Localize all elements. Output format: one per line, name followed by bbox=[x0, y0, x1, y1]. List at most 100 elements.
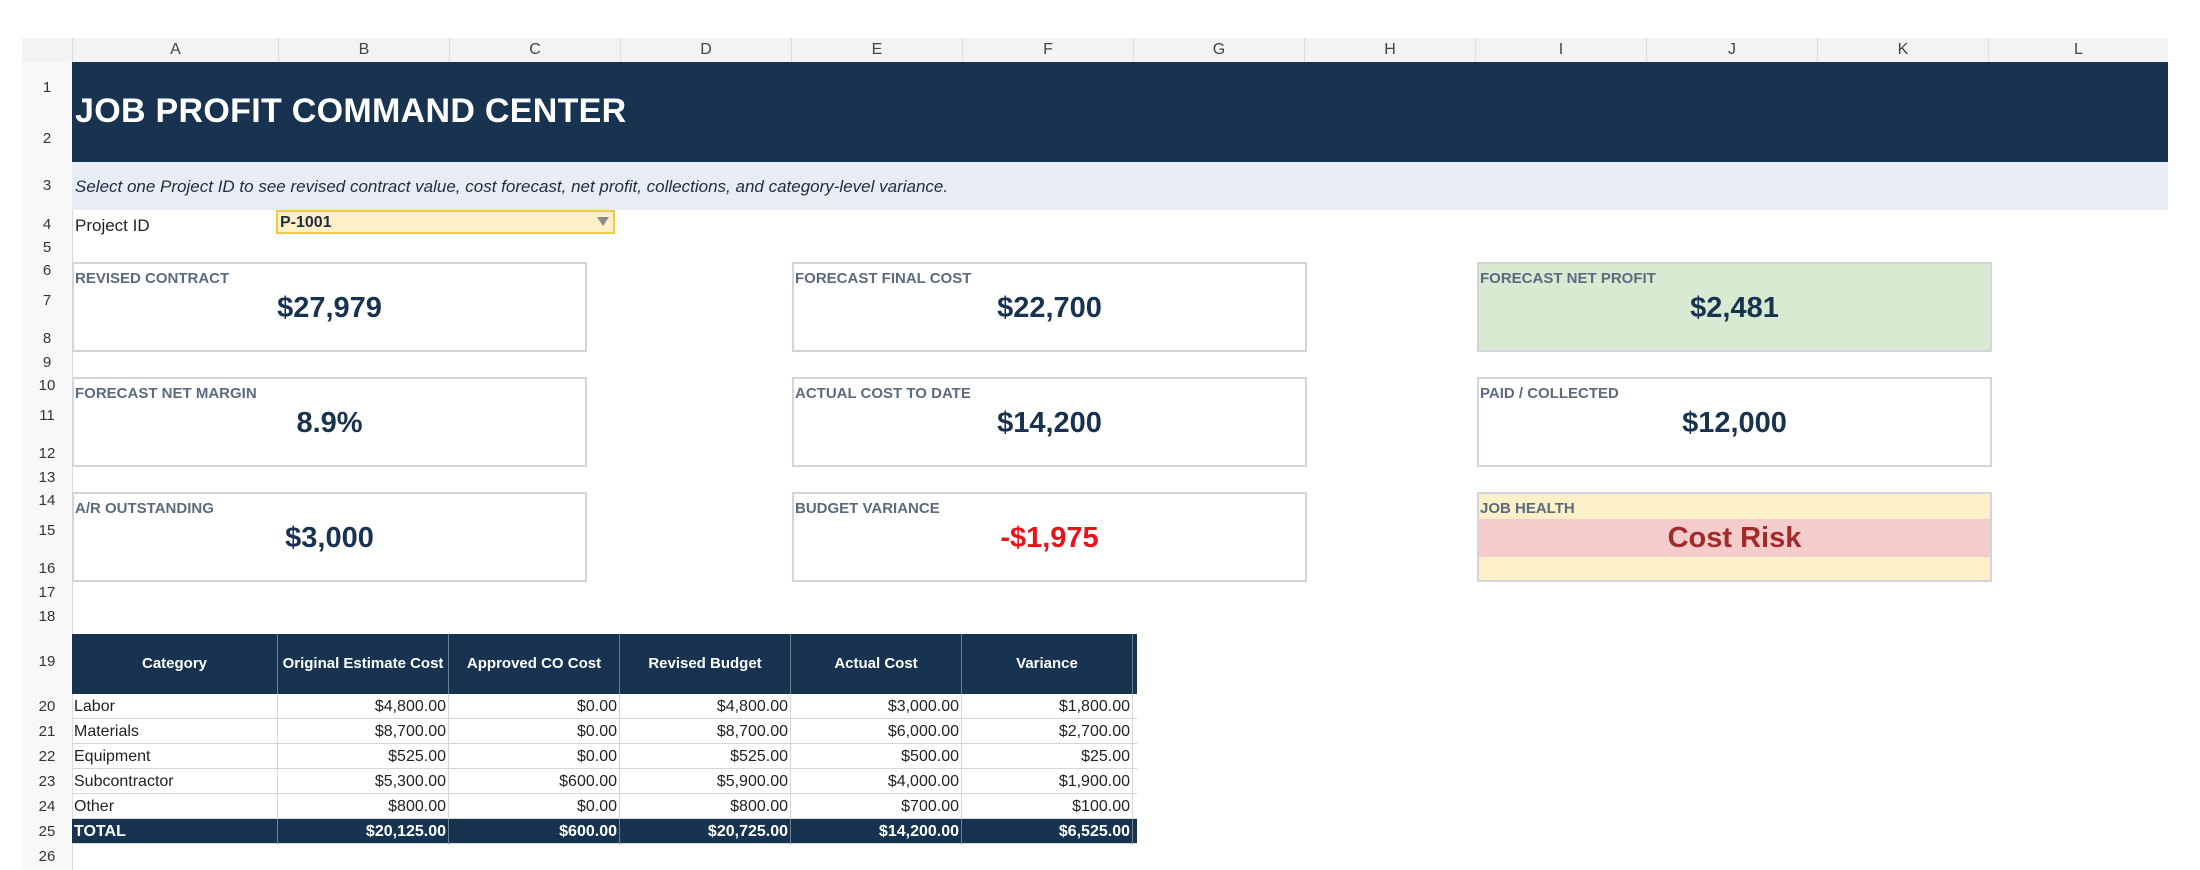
table-cell[interactable]: Equipment bbox=[72, 744, 278, 769]
table-header-cell[interactable]: Actual Cost bbox=[791, 634, 962, 694]
row-header[interactable]: 1 bbox=[42, 79, 52, 96]
column-header-f[interactable]: F bbox=[962, 38, 1133, 62]
row-header[interactable]: 12 bbox=[38, 445, 56, 462]
row-header[interactable]: 25 bbox=[38, 823, 56, 840]
row-header[interactable]: 17 bbox=[38, 584, 56, 601]
table-cell[interactable]: $4,000.00 bbox=[791, 769, 962, 794]
row-header[interactable]: 19 bbox=[38, 653, 56, 670]
table-header-cell[interactable]: Variance bbox=[962, 634, 1133, 694]
row-header[interactable]: 26 bbox=[38, 848, 56, 865]
kpi-value: 8.9% bbox=[296, 407, 363, 439]
table-cell[interactable]: $600.00 bbox=[449, 819, 620, 844]
table-cell[interactable]: $0.00 bbox=[449, 794, 620, 819]
column-header-k[interactable]: K bbox=[1817, 38, 1988, 62]
table-cell[interactable]: $525.00 bbox=[620, 744, 791, 769]
row-header[interactable]: 23 bbox=[38, 773, 56, 790]
column-header-c[interactable]: C bbox=[449, 38, 620, 62]
kpi-job-health: JOB HEALTH Cost Risk bbox=[1477, 492, 1992, 582]
table-cell[interactable]: $5,300.00 bbox=[278, 769, 449, 794]
table-cell[interactable]: $1,900.00 bbox=[962, 769, 1133, 794]
row-header[interactable]: 2 bbox=[42, 130, 52, 147]
kpi-revised-contract: REVISED CONTRACT $27,979 bbox=[72, 262, 587, 352]
kpi-label: FORECAST FINAL COST bbox=[795, 270, 972, 287]
row-header[interactable]: 20 bbox=[38, 698, 56, 715]
column-header-e[interactable]: E bbox=[791, 38, 962, 62]
table-cell[interactable]: $3,000.00 bbox=[791, 694, 962, 719]
column-header-a[interactable]: A bbox=[72, 38, 278, 62]
row-header[interactable]: 21 bbox=[38, 723, 56, 740]
row-header[interactable]: 6 bbox=[42, 262, 52, 279]
row-header[interactable]: 10 bbox=[38, 377, 56, 394]
kpi-value: $27,979 bbox=[277, 292, 382, 324]
row-header[interactable]: 8 bbox=[42, 330, 52, 347]
row-header[interactable]: 24 bbox=[38, 798, 56, 815]
column-header-h[interactable]: H bbox=[1304, 38, 1475, 62]
table-header-cell[interactable]: Revised Budget bbox=[620, 634, 791, 694]
table-header-cell[interactable]: Category bbox=[72, 634, 278, 694]
table-row: Labor $4,800.00 $0.00 $4,800.00 $3,000.0… bbox=[72, 694, 1137, 719]
table-cell[interactable]: $700.00 bbox=[791, 794, 962, 819]
table-cell[interactable]: $600.00 bbox=[449, 769, 620, 794]
table-header-cell[interactable]: Approved CO Cost bbox=[449, 634, 620, 694]
row-header[interactable]: 11 bbox=[39, 407, 55, 424]
column-header-bar: A B C D E F G H I J K L bbox=[22, 38, 2168, 63]
table-cell[interactable]: $0.00 bbox=[449, 744, 620, 769]
column-header-i[interactable]: I bbox=[1475, 38, 1646, 62]
table-cell[interactable]: $25.00 bbox=[962, 744, 1133, 769]
row-header[interactable]: 7 bbox=[42, 292, 52, 309]
table-cell[interactable]: $4,800.00 bbox=[278, 694, 449, 719]
table-cell[interactable]: $8,700.00 bbox=[620, 719, 791, 744]
table-cell[interactable]: $0.00 bbox=[449, 719, 620, 744]
table-cell[interactable]: TOTAL bbox=[72, 819, 278, 844]
kpi-label: ACTUAL COST TO DATE bbox=[795, 385, 971, 402]
table-cell[interactable]: $1,800.00 bbox=[962, 694, 1133, 719]
row-header[interactable]: 9 bbox=[42, 354, 52, 371]
row-header[interactable]: 5 bbox=[42, 239, 52, 256]
row-header[interactable]: 18 bbox=[38, 608, 56, 625]
table-cell[interactable]: $800.00 bbox=[620, 794, 791, 819]
table-cell[interactable]: $6,525.00 bbox=[962, 819, 1133, 844]
row-header[interactable]: 15 bbox=[38, 522, 56, 539]
table-cell[interactable]: $800.00 bbox=[278, 794, 449, 819]
table-cell[interactable]: Other bbox=[72, 794, 278, 819]
project-id-dropdown[interactable]: P-1001 bbox=[276, 210, 615, 234]
column-header-d[interactable]: D bbox=[620, 38, 791, 62]
row-header[interactable]: 4 bbox=[42, 216, 52, 233]
table-cell[interactable]: $525.00 bbox=[278, 744, 449, 769]
table-cell[interactable]: $4,800.00 bbox=[620, 694, 791, 719]
kpi-label: FORECAST NET MARGIN bbox=[75, 385, 257, 402]
table-cell[interactable]: $14,200.00 bbox=[791, 819, 962, 844]
column-header-g[interactable]: G bbox=[1133, 38, 1304, 62]
table-header-cell[interactable]: Original Estimate Cost bbox=[278, 634, 449, 694]
row-header[interactable]: 16 bbox=[38, 560, 56, 577]
table-cell[interactable]: $500.00 bbox=[791, 744, 962, 769]
column-header-l[interactable]: L bbox=[1988, 38, 2168, 62]
table-header-row: Category Original Estimate Cost Approved… bbox=[72, 634, 1137, 694]
table-cell[interactable]: Subcontractor bbox=[72, 769, 278, 794]
row-header-bar: 1 2 3 4 5 6 7 8 9 10 11 12 13 14 15 16 1… bbox=[22, 62, 73, 870]
table-cell[interactable]: Materials bbox=[72, 719, 278, 744]
row-header[interactable]: 22 bbox=[38, 748, 56, 765]
kpi-value: $14,200 bbox=[997, 407, 1102, 439]
kpi-forecast-net-profit: FORECAST NET PROFIT $2,481 bbox=[1477, 262, 1992, 352]
table-cell[interactable]: Labor bbox=[72, 694, 278, 719]
kpi-paid-collected: PAID / COLLECTED $12,000 bbox=[1477, 377, 1992, 467]
column-header-b[interactable]: B bbox=[278, 38, 449, 62]
project-id-label: Project ID bbox=[75, 216, 150, 235]
table-cell[interactable]: $2,700.00 bbox=[962, 719, 1133, 744]
table-cell[interactable]: $0.00 bbox=[449, 694, 620, 719]
table-cell[interactable]: $20,125.00 bbox=[278, 819, 449, 844]
dropdown-arrow-icon[interactable] bbox=[597, 217, 609, 226]
table-cell[interactable]: $20,725.00 bbox=[620, 819, 791, 844]
column-header-j[interactable]: J bbox=[1646, 38, 1817, 62]
table-cell[interactable]: $5,900.00 bbox=[620, 769, 791, 794]
row-header[interactable]: 14 bbox=[38, 492, 56, 509]
row-header[interactable]: 13 bbox=[38, 469, 56, 486]
select-all-corner[interactable] bbox=[22, 38, 72, 62]
table-cell[interactable]: $6,000.00 bbox=[791, 719, 962, 744]
kpi-value: $12,000 bbox=[1682, 407, 1787, 439]
row-header[interactable]: 3 bbox=[42, 177, 52, 194]
table-cell[interactable]: $8,700.00 bbox=[278, 719, 449, 744]
table-row: Subcontractor $5,300.00 $600.00 $5,900.0… bbox=[72, 769, 1137, 794]
table-cell[interactable]: $100.00 bbox=[962, 794, 1133, 819]
